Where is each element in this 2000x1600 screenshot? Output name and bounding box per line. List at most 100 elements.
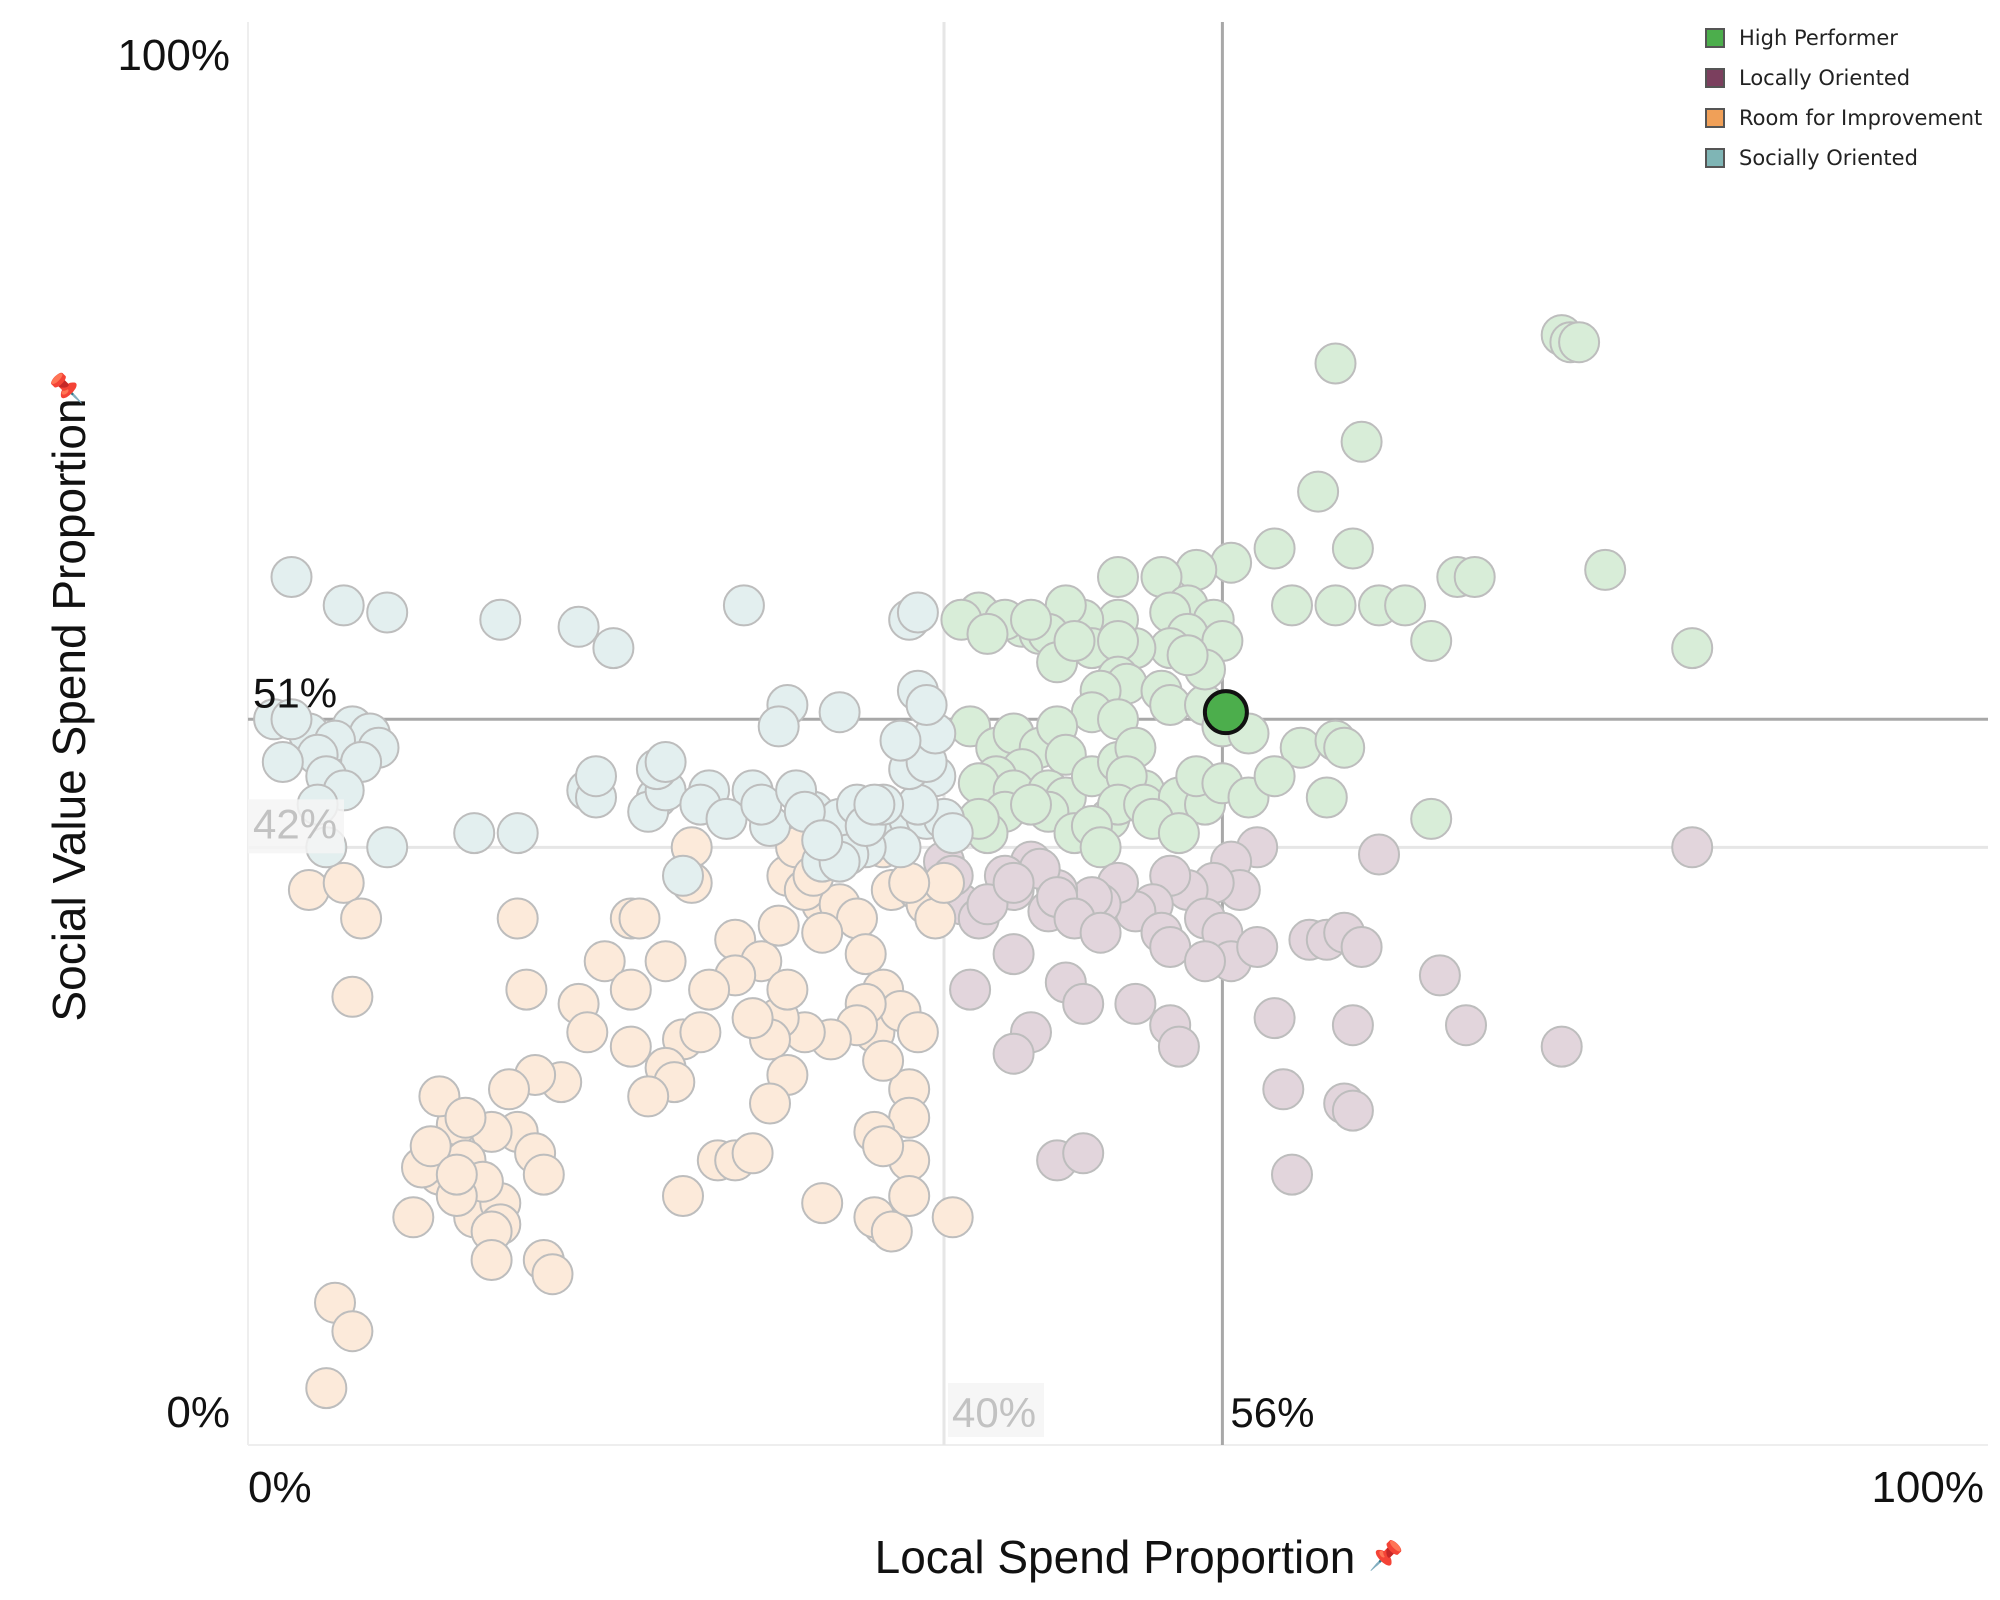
- data-point[interactable]: [1010, 598, 1052, 641]
- data-point[interactable]: [1445, 1004, 1487, 1047]
- legend-item-high-performer[interactable]: High Performer: [1705, 18, 1982, 58]
- data-point[interactable]: [287, 869, 330, 911]
- data-point[interactable]: [1358, 833, 1400, 876]
- data-point[interactable]: [453, 812, 496, 855]
- data-point[interactable]: [931, 1196, 974, 1239]
- data-point[interactable]: [662, 1175, 704, 1217]
- data-point[interactable]: [1157, 812, 1200, 855]
- data-point[interactable]: [496, 897, 539, 940]
- data-point[interactable]: [1671, 826, 1714, 869]
- data-point[interactable]: [409, 1125, 452, 1168]
- data-point[interactable]: [757, 705, 800, 748]
- data-point[interactable]: [392, 1196, 435, 1239]
- data-point[interactable]: [435, 1153, 478, 1196]
- data-point[interactable]: [888, 1175, 931, 1217]
- data-point[interactable]: [592, 627, 635, 670]
- data-point[interactable]: [1331, 1004, 1374, 1047]
- data-point[interactable]: [366, 826, 409, 869]
- data-point[interactable]: [331, 1310, 374, 1353]
- data-point[interactable]: [270, 698, 313, 741]
- data-point[interactable]: [470, 1239, 513, 1281]
- data-point[interactable]: [992, 1032, 1035, 1075]
- data-point[interactable]: [1453, 556, 1496, 598]
- data-point[interactable]: [1331, 1089, 1374, 1132]
- data-point[interactable]: [322, 584, 365, 627]
- data-point[interactable]: [1079, 826, 1122, 869]
- data-point[interactable]: [1340, 926, 1383, 968]
- data-point[interactable]: [644, 940, 687, 983]
- data-point[interactable]: [1331, 527, 1374, 570]
- data-point[interactable]: [1253, 997, 1296, 1040]
- data-point[interactable]: [566, 1011, 609, 1054]
- data-point[interactable]: [1253, 527, 1296, 570]
- data-point[interactable]: [870, 1210, 913, 1253]
- data-point[interactable]: [1010, 783, 1052, 826]
- data-point[interactable]: [888, 861, 931, 904]
- data-point[interactable]: [931, 812, 974, 855]
- data-point[interactable]: [1305, 776, 1348, 819]
- data-point[interactable]: [914, 897, 957, 940]
- data-point[interactable]: [1062, 1132, 1105, 1175]
- data-point[interactable]: [844, 933, 887, 976]
- data-point[interactable]: [366, 591, 409, 634]
- data-point[interactable]: [731, 1132, 774, 1175]
- data-point[interactable]: [896, 1011, 939, 1054]
- pin-icon[interactable]: 📌: [1369, 1538, 1404, 1572]
- legend-item-locally-oriented[interactable]: Locally Oriented: [1705, 58, 1982, 98]
- highlight-point[interactable]: [1202, 689, 1249, 736]
- data-point[interactable]: [818, 691, 861, 734]
- data-point[interactable]: [609, 968, 652, 1011]
- data-point[interactable]: [801, 1182, 844, 1225]
- data-point[interactable]: [1210, 541, 1253, 584]
- data-point[interactable]: [862, 1125, 905, 1168]
- data-point[interactable]: [1384, 584, 1427, 627]
- data-point[interactable]: [1540, 1025, 1583, 1068]
- data-point[interactable]: [1297, 470, 1340, 513]
- data-point[interactable]: [801, 911, 844, 954]
- data-point[interactable]: [662, 854, 704, 897]
- data-point[interactable]: [322, 861, 365, 904]
- data-point[interactable]: [905, 684, 948, 726]
- data-point[interactable]: [731, 997, 774, 1040]
- data-point[interactable]: [966, 612, 1009, 655]
- data-point[interactable]: [505, 968, 548, 1011]
- data-point[interactable]: [1271, 584, 1313, 627]
- data-point[interactable]: [522, 1153, 565, 1196]
- data-point[interactable]: [992, 861, 1035, 904]
- data-point[interactable]: [1584, 548, 1627, 591]
- data-point[interactable]: [479, 598, 522, 641]
- data-point[interactable]: [305, 1367, 348, 1410]
- data-point[interactable]: [1314, 342, 1357, 385]
- legend-item-room-for-improvement[interactable]: Room for Improvement: [1705, 98, 1982, 138]
- data-point[interactable]: [644, 741, 687, 783]
- data-point[interactable]: [862, 1039, 905, 1082]
- data-point[interactable]: [896, 591, 939, 634]
- data-point[interactable]: [1671, 627, 1714, 670]
- data-point[interactable]: [261, 741, 304, 783]
- data-point[interactable]: [488, 1068, 530, 1111]
- data-point[interactable]: [575, 755, 617, 798]
- legend-item-socially-oriented[interactable]: Socially Oriented: [1705, 138, 1982, 178]
- data-point[interactable]: [766, 968, 809, 1011]
- data-point[interactable]: [949, 968, 992, 1011]
- data-point[interactable]: [879, 719, 922, 762]
- data-point[interactable]: [618, 897, 661, 940]
- data-point[interactable]: [749, 1082, 791, 1125]
- data-point[interactable]: [1079, 911, 1122, 954]
- data-point[interactable]: [1236, 926, 1279, 968]
- data-point[interactable]: [1175, 548, 1218, 591]
- data-point[interactable]: [1097, 620, 1139, 662]
- data-point[interactable]: [1558, 321, 1601, 364]
- data-point[interactable]: [444, 1096, 487, 1139]
- data-point[interactable]: [1114, 982, 1157, 1025]
- data-point[interactable]: [1053, 620, 1096, 662]
- data-point[interactable]: [1340, 420, 1383, 463]
- data-point[interactable]: [609, 1025, 652, 1068]
- data-point[interactable]: [270, 556, 313, 598]
- data-point[interactable]: [801, 819, 844, 862]
- data-point[interactable]: [1323, 726, 1366, 769]
- data-point[interactable]: [688, 968, 731, 1011]
- data-point[interactable]: [1271, 1153, 1313, 1196]
- data-point[interactable]: [627, 1075, 670, 1118]
- pin-icon[interactable]: 📌: [49, 370, 83, 405]
